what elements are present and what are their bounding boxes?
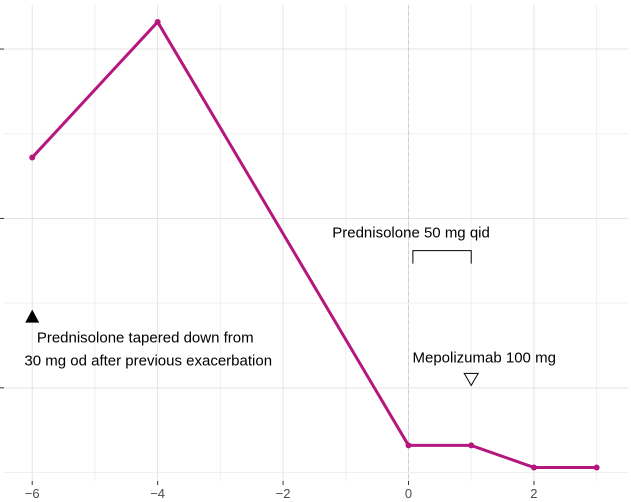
x-tick-label: −6 — [25, 486, 40, 501]
data-point — [154, 18, 161, 25]
data-point — [405, 442, 412, 449]
data-point — [29, 154, 36, 161]
mepolizumab-label: Mepolizumab 100 mg — [413, 349, 556, 366]
annotations: Prednisolone 50 mg qid Mepolizumab 100 m… — [24, 225, 556, 387]
data-point — [593, 464, 600, 471]
prednisolone-taper-label-line2: 30 mg od after previous exacerbation — [24, 353, 272, 370]
x-tick-label: 0 — [405, 486, 412, 501]
x-tick-label: −2 — [276, 486, 291, 501]
grid — [4, 5, 628, 481]
data-point — [468, 442, 475, 449]
series — [29, 18, 600, 471]
prednisolone-taper-marker — [25, 309, 40, 323]
x-tick-label: 2 — [530, 486, 537, 501]
data-point — [530, 464, 537, 471]
prednisolone-50-label: Prednisolone 50 mg qid — [332, 225, 490, 242]
series-line — [31, 20, 597, 469]
axis-ticks: −6 −4 −2 0 2 — [0, 48, 538, 501]
x-tick-label: −4 — [150, 486, 165, 501]
prednisolone-50-bracket — [412, 250, 472, 264]
mepolizumab-marker — [463, 372, 480, 387]
prednisolone-taper-label-line1: Prednisolone tapered down from — [37, 330, 254, 347]
